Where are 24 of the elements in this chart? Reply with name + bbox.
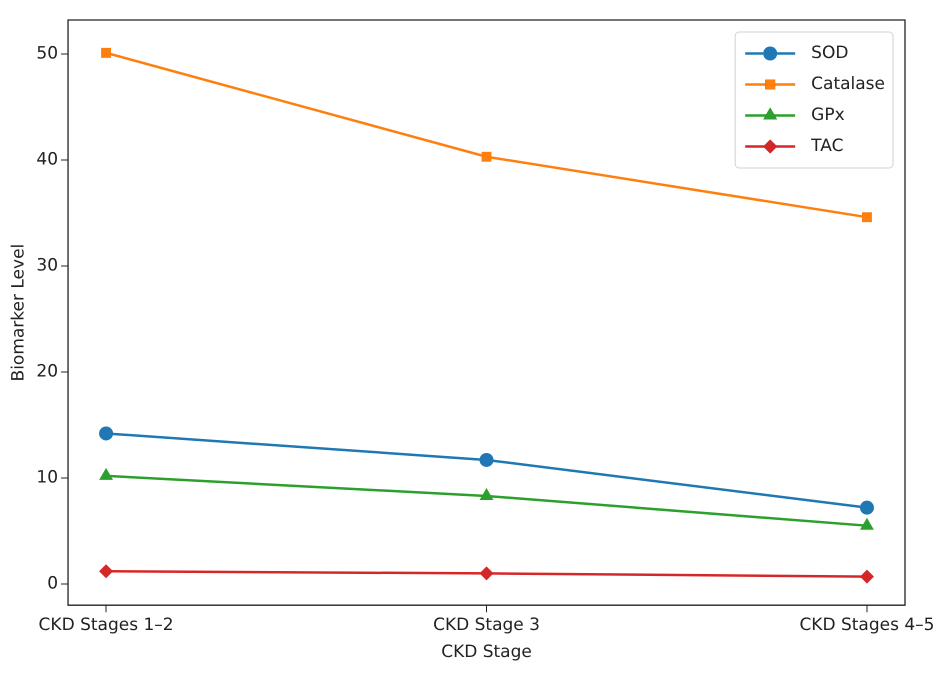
y-tick-label: 0 (47, 573, 58, 594)
point (480, 566, 494, 580)
legend-label: SOD (811, 42, 848, 63)
point (480, 452, 494, 467)
y-tick-label: 50 (36, 43, 58, 64)
y-tick-label: 20 (36, 361, 58, 382)
point (101, 48, 112, 58)
legend-label: Catalase (811, 74, 885, 94)
y-tick-label: 30 (36, 255, 58, 276)
point (482, 152, 492, 162)
point (860, 500, 874, 515)
point (860, 570, 874, 584)
x-tick-label: CKD Stages 1–2 (38, 614, 174, 635)
point (99, 564, 114, 578)
x-tick-label: CKD Stage 3 (433, 614, 540, 635)
legend-label: TAC (810, 136, 844, 156)
y-axis-title: Biomarker Level (8, 244, 29, 382)
point (99, 426, 114, 440)
point (862, 212, 872, 222)
x-tick-label: CKD Stages 4–5 (799, 614, 934, 635)
y-tick-label: 10 (36, 467, 58, 488)
x-axis-title: CKD Stage (441, 642, 532, 662)
legend-label: GPx (811, 104, 845, 125)
y-tick-label: 40 (36, 149, 58, 170)
